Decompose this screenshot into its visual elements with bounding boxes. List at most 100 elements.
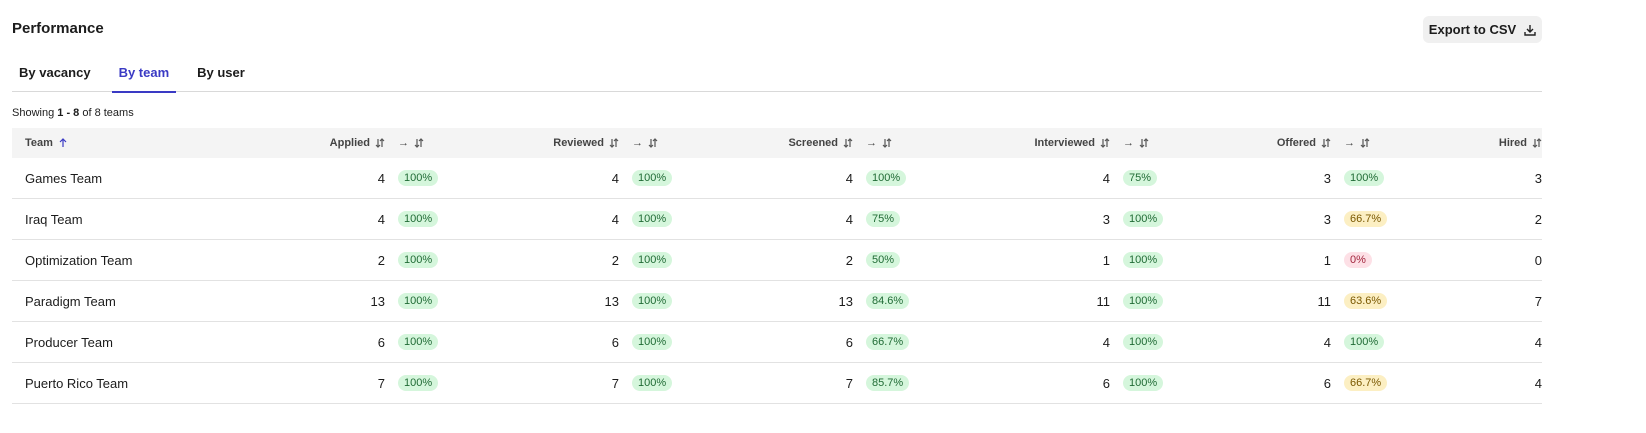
cell: 4 bbox=[1451, 322, 1542, 363]
cell: 2 bbox=[505, 240, 619, 281]
rate-badge: 100% bbox=[398, 293, 439, 309]
rate-badge: 75% bbox=[866, 211, 901, 227]
cell: 1 bbox=[1230, 240, 1331, 281]
column-header: → bbox=[1110, 128, 1230, 158]
column-label: Team bbox=[25, 137, 53, 149]
column-header: → bbox=[1331, 128, 1451, 158]
tab[interactable]: By vacancy bbox=[19, 65, 91, 80]
rate-badge: 100% bbox=[1344, 170, 1385, 186]
rate-badge: 100% bbox=[866, 170, 907, 186]
rate-badge: 100% bbox=[1123, 293, 1164, 309]
rate-badge: 100% bbox=[632, 375, 673, 391]
cell: 6 bbox=[505, 322, 619, 363]
cell: 100% bbox=[1110, 240, 1230, 281]
column-header: → bbox=[853, 128, 973, 158]
cell: 11 bbox=[1230, 281, 1331, 322]
summary-range: 1 - 8 bbox=[57, 107, 80, 119]
column-label: Offered bbox=[1276, 137, 1316, 149]
rate-badge: 100% bbox=[632, 334, 673, 350]
sort-icon[interactable] bbox=[1360, 138, 1370, 148]
cell: 100% bbox=[1110, 322, 1230, 363]
rate-badge: 50% bbox=[866, 252, 901, 268]
cell: 6 bbox=[973, 363, 1110, 404]
column-header: → bbox=[385, 128, 505, 158]
sort-icon[interactable] bbox=[882, 138, 892, 148]
cell: 50% bbox=[853, 240, 973, 281]
sort-icon[interactable] bbox=[375, 138, 385, 148]
rate-badge: 100% bbox=[1123, 334, 1164, 350]
tab[interactable]: By user bbox=[197, 65, 245, 80]
column-label: Applied bbox=[329, 137, 370, 149]
cell: 3 bbox=[973, 199, 1110, 240]
table: Team Applied → Reviewed → Screened → Interviewe… bbox=[12, 128, 1542, 404]
cell: Paradigm Team bbox=[12, 281, 202, 322]
rate-badge: 66.7% bbox=[1344, 211, 1388, 227]
rate-badge: 85.7% bbox=[866, 375, 910, 391]
column-label: Reviewed bbox=[553, 137, 604, 149]
summary-prefix: Showing bbox=[12, 107, 55, 119]
cell: 2 bbox=[739, 240, 853, 281]
cell: 100% bbox=[385, 158, 505, 199]
column-header: Team bbox=[12, 128, 202, 158]
cell: 11 bbox=[973, 281, 1110, 322]
rate-badge: 100% bbox=[632, 211, 673, 227]
cell: 84.6% bbox=[853, 281, 973, 322]
summary-suffix: of 8 teams bbox=[82, 107, 134, 119]
cell: 2 bbox=[202, 240, 385, 281]
rate-badge: 100% bbox=[1123, 252, 1164, 268]
column-label: → bbox=[1344, 137, 1355, 149]
cell: 66.7% bbox=[1331, 363, 1451, 404]
column-label: → bbox=[1123, 137, 1134, 149]
column-header: Offered bbox=[1230, 128, 1331, 158]
sort-icon[interactable] bbox=[1100, 138, 1110, 148]
sort-icon[interactable] bbox=[414, 138, 424, 148]
cell: 75% bbox=[853, 199, 973, 240]
column-label: Interviewed bbox=[1034, 137, 1095, 149]
cell: 63.6% bbox=[1331, 281, 1451, 322]
column-label: Hired bbox=[1498, 137, 1527, 149]
cell: 100% bbox=[1110, 199, 1230, 240]
cell: 0% bbox=[1331, 240, 1451, 281]
sort-icon[interactable] bbox=[1532, 138, 1542, 148]
cell: 13 bbox=[505, 281, 619, 322]
sort-icon[interactable] bbox=[58, 138, 68, 148]
rate-badge: 66.7% bbox=[1344, 375, 1388, 391]
sort-icon[interactable] bbox=[609, 138, 619, 148]
rate-badge: 100% bbox=[398, 252, 439, 268]
rate-badge: 100% bbox=[398, 334, 439, 350]
cell: 100% bbox=[619, 363, 739, 404]
sort-icon[interactable] bbox=[1321, 138, 1331, 148]
cell: 85.7% bbox=[853, 363, 973, 404]
cell: 100% bbox=[853, 158, 973, 199]
rate-badge: 100% bbox=[398, 375, 439, 391]
cell: 100% bbox=[385, 240, 505, 281]
cell: Puerto Rico Team bbox=[12, 363, 202, 404]
cell: 4 bbox=[1230, 322, 1331, 363]
rate-badge: 75% bbox=[1123, 170, 1158, 186]
cell: 4 bbox=[1451, 363, 1542, 404]
sort-icon[interactable] bbox=[1139, 138, 1149, 148]
rate-badge: 100% bbox=[1123, 375, 1164, 391]
rate-badge: 0% bbox=[1344, 252, 1372, 268]
rate-badge: 84.6% bbox=[866, 293, 910, 309]
cell: 3 bbox=[1230, 199, 1331, 240]
column-header: Applied bbox=[202, 128, 385, 158]
cell: 0 bbox=[1451, 240, 1542, 281]
column-header: Hired bbox=[1451, 128, 1542, 158]
cell: 75% bbox=[1110, 158, 1230, 199]
cell: 66.7% bbox=[853, 322, 973, 363]
export-label: Export to CSV bbox=[1428, 22, 1517, 37]
column-header: → bbox=[619, 128, 739, 158]
column-label: Screened bbox=[788, 137, 838, 149]
cell: 4 bbox=[739, 199, 853, 240]
sort-icon[interactable] bbox=[843, 138, 853, 148]
cell: Games Team bbox=[12, 158, 202, 199]
export-button[interactable]: Export to CSV bbox=[1423, 16, 1542, 43]
tab[interactable]: By team bbox=[111, 56, 177, 93]
cell: 100% bbox=[1331, 158, 1451, 199]
rate-badge: 100% bbox=[632, 170, 673, 186]
cell: 4 bbox=[739, 158, 853, 199]
sort-icon[interactable] bbox=[648, 138, 658, 148]
column-label: → bbox=[866, 137, 877, 149]
